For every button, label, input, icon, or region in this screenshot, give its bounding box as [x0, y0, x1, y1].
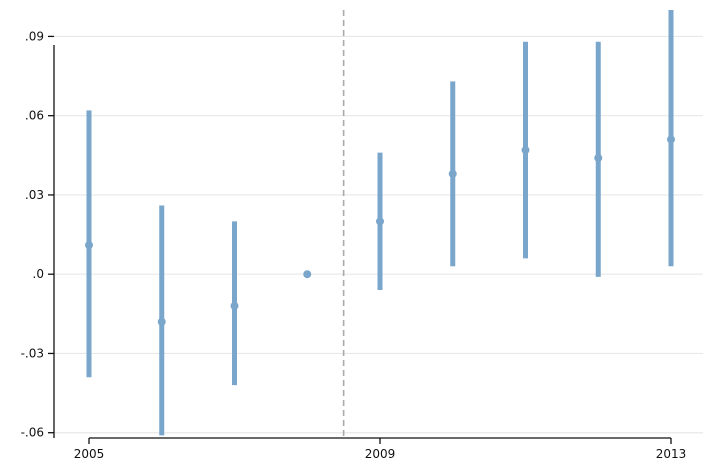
- y-tick-label: -.06: [21, 426, 44, 440]
- plot-marks: [85, 10, 675, 436]
- point-estimate: [230, 301, 239, 310]
- y-tick-label: .0: [33, 267, 44, 281]
- y-tick-label: .03: [25, 188, 44, 202]
- point-estimate: [667, 135, 675, 144]
- x-tick-label: 2009: [365, 447, 396, 461]
- point-estimate: [376, 217, 384, 226]
- point-estimate: [303, 270, 312, 279]
- point-estimate: [85, 241, 93, 250]
- axes: -.06 -.03 .0 .03 .06 .09 2005 2009 2013: [21, 29, 687, 461]
- y-tick-label: .06: [25, 109, 44, 123]
- point-estimate: [448, 169, 457, 178]
- point-estimate: [521, 146, 530, 155]
- x-tick-label: 2013: [656, 447, 687, 461]
- point-estimate: [594, 153, 603, 162]
- y-tick-label: -.03: [21, 346, 44, 360]
- y-tick-label: .09: [25, 29, 44, 43]
- x-tick-label: 2005: [74, 447, 105, 461]
- point-estimate: [157, 317, 166, 326]
